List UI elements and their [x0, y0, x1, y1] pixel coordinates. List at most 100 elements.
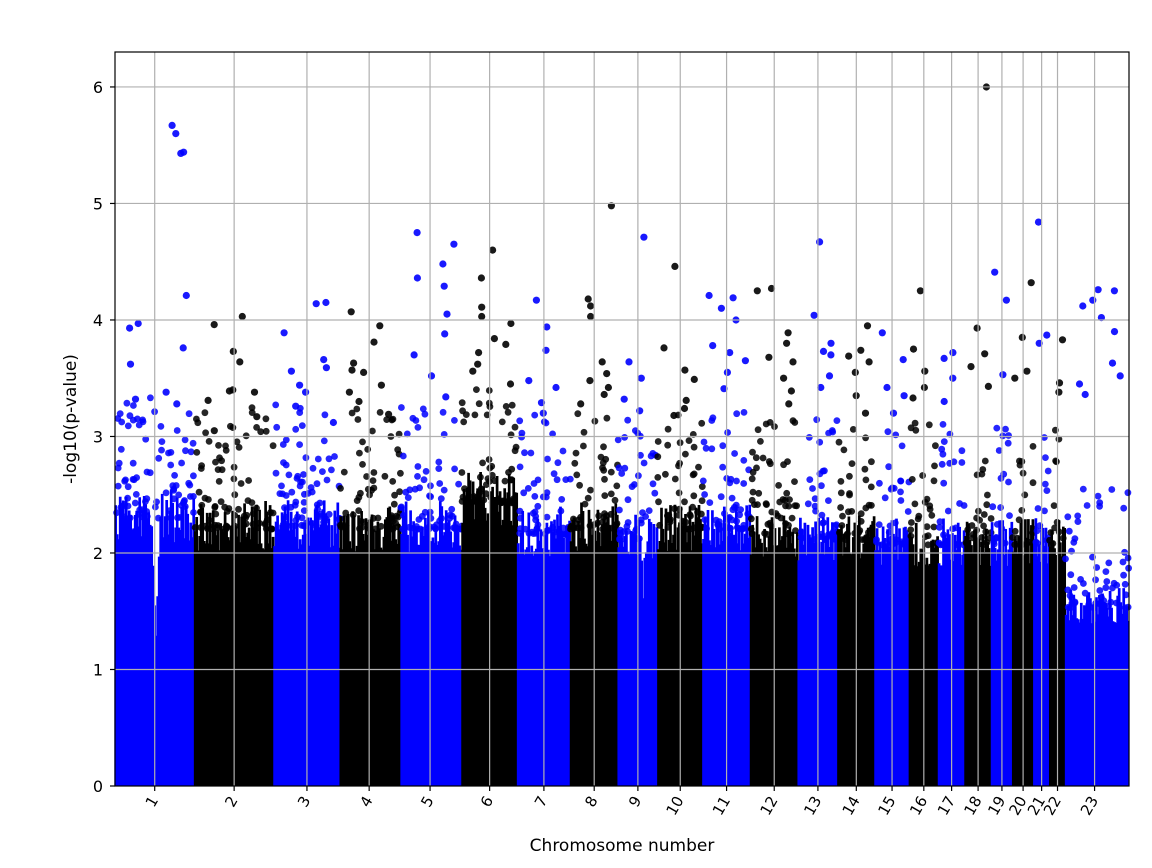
peak-point — [478, 303, 486, 311]
data-point — [1092, 576, 1099, 584]
peak-point — [637, 374, 645, 382]
peak-point — [991, 268, 999, 276]
data-point — [185, 410, 193, 418]
peak-point — [640, 233, 648, 241]
data-point — [930, 523, 938, 531]
data-point — [418, 512, 426, 520]
data-point — [932, 442, 939, 450]
data-point — [114, 464, 122, 472]
data-point — [1006, 512, 1013, 519]
x-tick-label: 12 — [757, 793, 782, 819]
peak-point — [225, 387, 233, 395]
data-point — [788, 514, 796, 522]
peak-point — [441, 330, 449, 338]
data-point — [432, 525, 439, 533]
data-point — [1102, 568, 1110, 575]
peak-point — [296, 381, 304, 389]
data-point — [394, 513, 402, 521]
peak-point — [489, 246, 497, 254]
data-point — [122, 476, 129, 484]
peak-point — [126, 360, 135, 368]
data-point — [1107, 598, 1115, 606]
peak-point — [1043, 331, 1051, 339]
data-point — [698, 497, 706, 505]
data-point — [420, 476, 428, 484]
data-point — [166, 507, 174, 515]
data-point — [833, 417, 841, 424]
peak-point — [173, 400, 181, 408]
data-point — [113, 509, 120, 517]
data-point — [840, 446, 848, 454]
data-point — [662, 470, 669, 478]
y-tick-label: 2 — [93, 544, 103, 563]
peak-point — [587, 312, 595, 321]
chromosome-band — [569, 502, 619, 786]
peak-point — [600, 390, 608, 399]
peak-point — [916, 287, 925, 295]
data-point — [308, 488, 316, 496]
data-point — [738, 525, 746, 533]
peak-point — [370, 338, 378, 346]
data-point — [839, 512, 846, 520]
peak-point — [767, 284, 776, 293]
data-point — [194, 419, 202, 427]
data-point — [601, 475, 608, 483]
data-point — [607, 468, 615, 476]
data-point — [1100, 597, 1108, 605]
data-point — [205, 516, 213, 524]
data-point — [1044, 467, 1052, 475]
data-point — [118, 418, 126, 426]
peak-point — [878, 329, 886, 337]
data-point — [792, 527, 799, 534]
peak-point — [909, 345, 918, 353]
data-point — [1122, 591, 1130, 599]
peak-point — [322, 298, 330, 307]
peak-point — [1079, 302, 1087, 310]
data-point — [221, 503, 229, 511]
data-point — [328, 466, 335, 474]
peak-point — [347, 308, 355, 316]
data-point — [791, 478, 798, 485]
data-point — [615, 464, 623, 472]
data-point — [459, 493, 467, 501]
data-point — [377, 522, 385, 530]
y-tick-label: 0 — [93, 777, 103, 796]
data-point — [1015, 516, 1023, 524]
data-point — [614, 436, 622, 444]
chromosome-band — [1064, 588, 1130, 786]
data-point — [621, 464, 629, 472]
data-point — [201, 409, 209, 417]
peak-point — [1089, 296, 1097, 304]
data-point — [1074, 518, 1082, 525]
data-point — [613, 482, 621, 490]
data-point — [765, 458, 773, 465]
data-point — [664, 441, 672, 449]
data-point — [811, 502, 819, 510]
data-point — [242, 432, 250, 440]
data-point — [570, 515, 577, 523]
peak-point — [981, 350, 989, 358]
peak-point — [984, 382, 993, 390]
data-point — [766, 519, 774, 527]
data-point — [248, 404, 256, 412]
data-point — [240, 512, 248, 520]
data-point — [924, 532, 932, 540]
data-point — [1019, 541, 1026, 548]
data-point — [1070, 584, 1078, 591]
peak-point — [440, 282, 448, 290]
data-point — [677, 522, 685, 530]
data-point — [272, 469, 280, 477]
data-point — [944, 507, 952, 515]
data-point — [832, 522, 839, 530]
data-point — [601, 492, 609, 499]
x-tick-label: 17 — [934, 793, 959, 819]
data-point — [482, 490, 490, 498]
data-point — [314, 455, 322, 463]
data-point — [505, 469, 512, 476]
data-point — [132, 491, 140, 498]
data-point — [958, 459, 966, 466]
data-point — [990, 540, 998, 548]
peak-point — [292, 402, 300, 410]
data-point — [155, 454, 163, 462]
